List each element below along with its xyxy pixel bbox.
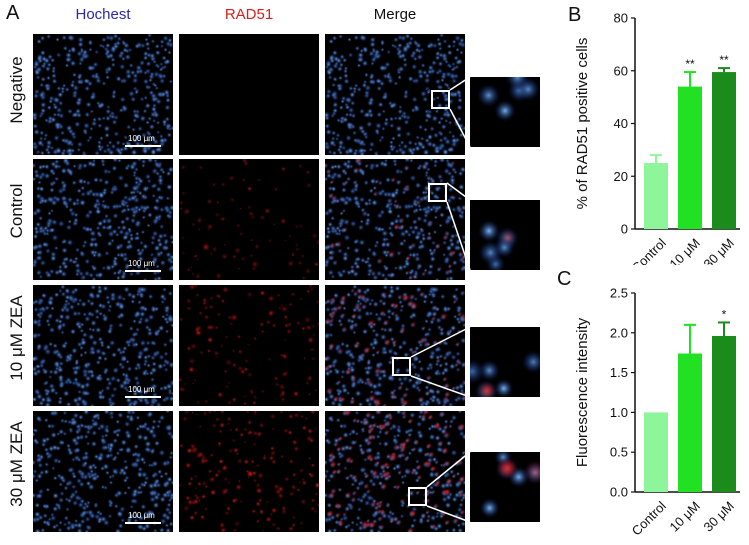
category-label-1: 10 μM (667, 498, 703, 534)
scale-bar (125, 270, 161, 272)
scale-bar-label: 100 μm (128, 385, 155, 394)
significance-label-1: ** (685, 57, 695, 71)
y-tick-label: 0 (621, 222, 628, 237)
chart-b: B 0 20 40 60 80 % of RAD51 positive cells Contr… (568, 4, 740, 265)
selection-box-10um (392, 357, 411, 376)
scale-bar (125, 145, 161, 147)
micrograph-10um-rad51 (179, 285, 319, 406)
bar-1 (678, 86, 702, 229)
scale-bar-label: 100 μm (128, 259, 155, 268)
panel-c-letter: C (557, 268, 571, 290)
category-label-1: 10 μM (667, 235, 703, 265)
y-axis-label: % of RAD51 positive cells (574, 38, 591, 210)
y-tick-label: 0.5 (610, 445, 628, 460)
y-tick-label: 2.0 (610, 325, 628, 340)
micrograph-30um-merge (325, 411, 465, 532)
micrograph-negative-hochest: 100 μm (33, 34, 173, 155)
scale-bar-label: 100 μm (128, 134, 155, 143)
micrograph-control-hochest: 100 μm (33, 159, 173, 280)
significance-label-2: * (722, 307, 727, 321)
category-label-0: Control (629, 235, 669, 265)
bar-0 (644, 163, 668, 229)
micrograph-30um-hochest: 100 μm (33, 411, 173, 532)
row-label-30um-zea: 30 μM ZEA (7, 421, 26, 507)
category-label-2: 30 μM (701, 235, 737, 265)
panel-b-letter: B (568, 4, 581, 26)
column-header-rad51: RAD51 (224, 6, 274, 23)
significance-label-2: ** (719, 53, 729, 67)
y-tick-label: 1.0 (610, 405, 628, 420)
selection-box-30um (408, 487, 427, 506)
y-tick-label: 40 (614, 116, 628, 131)
y-axis-label: Fluorescence intensity (574, 317, 591, 467)
bar-2 (712, 335, 736, 492)
zoom-inset-negative (470, 77, 540, 147)
y-tick-label: 60 (614, 63, 628, 78)
micrograph-negative-merge (325, 34, 465, 155)
micrograph-10um-hochest: 100 μm (33, 285, 173, 406)
scale-bar (125, 522, 161, 524)
column-header-merge: Merge (373, 6, 417, 23)
scale-bar (125, 396, 161, 398)
bar-2 (712, 72, 736, 229)
micrograph-control-rad51 (179, 159, 319, 280)
selection-box-control (428, 183, 447, 202)
zoom-inset-10um (470, 327, 540, 397)
row-label-10um-zea: 10 μM ZEA (7, 295, 26, 381)
category-label-0: Control (629, 498, 669, 538)
micrograph-30um-rad51 (179, 411, 319, 532)
zoom-inset-30um (470, 452, 540, 522)
zoom-inset-control (470, 200, 540, 270)
y-tick-label: 80 (614, 11, 628, 26)
y-tick-label: 20 (614, 169, 628, 184)
row-label-control: Control (7, 183, 26, 239)
category-label-2: 30 μM (701, 498, 737, 534)
bar-1 (678, 353, 702, 492)
bar-0 (644, 412, 668, 492)
y-tick-label: 2.5 (610, 286, 628, 301)
micrograph-control-merge (325, 159, 465, 280)
row-label-negative: Negative (7, 56, 26, 124)
micrograph-10um-merge (325, 285, 465, 406)
chart-c: C 0.0 0.5 1.0 1.5 2.0 2.5 Fluorescence intensit… (557, 268, 740, 539)
panel-a-letter: A (6, 2, 20, 24)
scale-bar-label: 100 μm (128, 511, 155, 520)
y-tick-label: 1.5 (610, 365, 628, 380)
column-header-hochest: Hochest (75, 6, 131, 23)
micrograph-negative-rad51 (179, 34, 319, 155)
y-tick-label: 0.0 (610, 485, 628, 500)
selection-box-negative (431, 90, 450, 109)
